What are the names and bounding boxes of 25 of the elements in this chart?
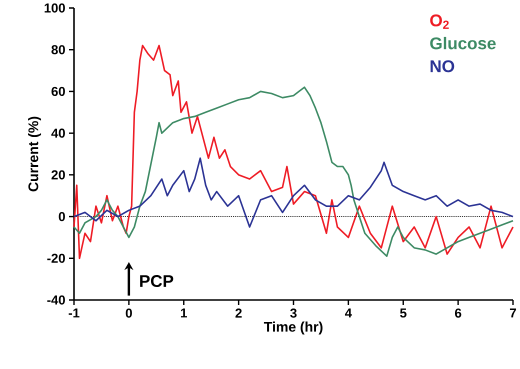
x-tick-label: 3: [290, 308, 297, 318]
y-tick-label: 100: [44, 3, 65, 13]
y-tick-label: 60: [52, 86, 65, 96]
x-tick-label: 7: [510, 308, 516, 318]
y-tick-label: 80: [51, 45, 65, 54]
y-tick-label: -40: [47, 295, 65, 305]
x-tick-label: 6: [454, 308, 462, 318]
line-series: [73, 86, 514, 257]
x-tick-label: 5: [400, 308, 406, 318]
text: NO: [430, 60, 454, 72]
y-axis-title: Current (%): [28, 116, 42, 192]
x-tick-label: -1: [68, 308, 80, 318]
x-tick-label: 2: [235, 308, 242, 318]
y-tick-label: -20: [47, 254, 65, 263]
y-tick-label: 20: [52, 170, 65, 180]
x-tick-label: 0: [126, 308, 132, 318]
text: O$_{2}$: [430, 14, 449, 29]
x-axis-title: Time (hr): [264, 322, 323, 335]
x-tick-label: 4: [344, 308, 352, 318]
line-series: [73, 157, 514, 228]
text: Glucose: [430, 36, 496, 50]
annotation: PCP: [140, 275, 174, 288]
x-tick-label: 1: [180, 308, 187, 318]
y-tick-label: 0: [58, 212, 65, 222]
y-tick-label: 40: [51, 128, 65, 138]
